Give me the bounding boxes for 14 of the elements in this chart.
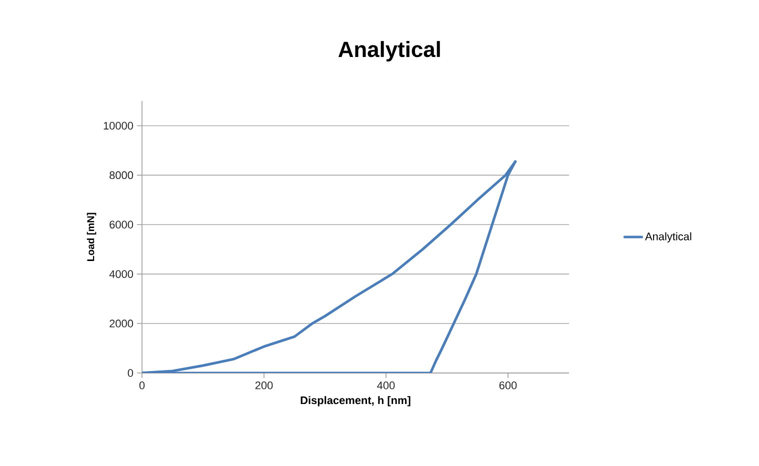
y-tick-label: 8000 bbox=[110, 171, 134, 180]
x-tick-label: 600 bbox=[499, 382, 517, 390]
y-axis-title: Load [mN] bbox=[86, 212, 96, 261]
y-tick-label: 0 bbox=[128, 369, 134, 377]
x-tick-label: 200 bbox=[255, 382, 273, 390]
y-tick-label: 4000 bbox=[109, 270, 134, 278]
chart-title: Analytical bbox=[338, 41, 440, 62]
x-tick-label: 0 bbox=[139, 382, 145, 390]
y-tick-label: 6000 bbox=[110, 220, 134, 229]
y-tick-label: 2000 bbox=[110, 320, 134, 328]
legend-label: Analytical bbox=[645, 232, 692, 242]
x-axis-title: Displacement, h [nm] bbox=[300, 396, 410, 406]
y-tick-label: 10000 bbox=[104, 122, 134, 130]
x-tick-label: 400 bbox=[377, 382, 395, 390]
